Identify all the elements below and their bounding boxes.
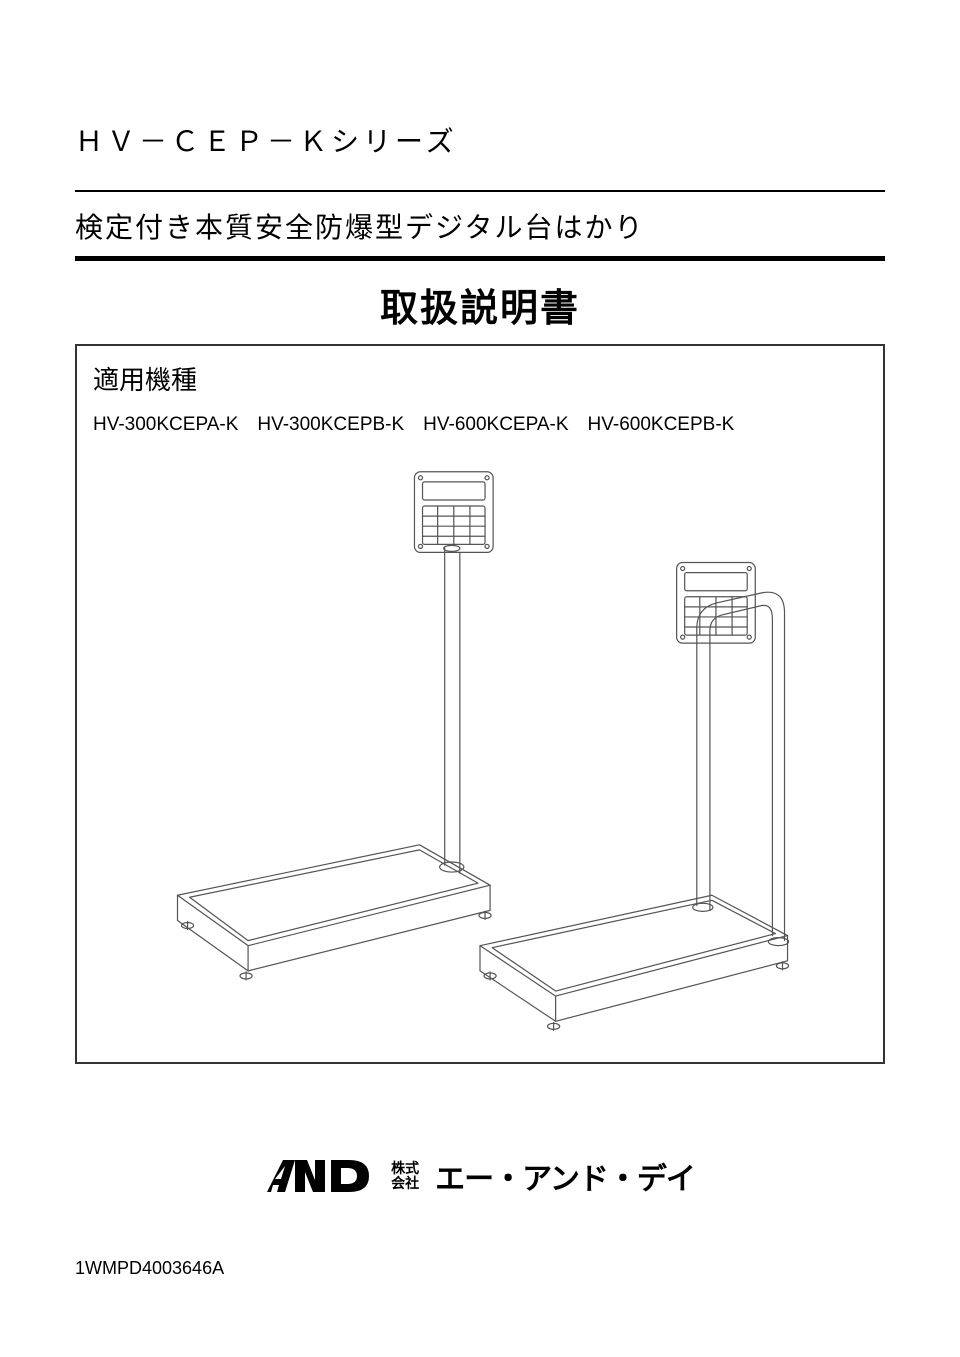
- series-title: ＨＶ－ＣＥＰ－Ｋシリーズ: [75, 120, 885, 160]
- main-title: 取扱説明書: [75, 277, 885, 332]
- models-heading: 適用機種: [93, 360, 867, 397]
- logo-katakana: エー・アンド・デイ: [435, 1154, 695, 1198]
- logo-kabushiki-bottom: 会社: [391, 1176, 419, 1191]
- divider-thin: [75, 190, 885, 192]
- logo-kabushiki-top: 株式: [391, 1161, 419, 1176]
- company-logo: 株式 会社 エー・アンド・デイ: [75, 1154, 885, 1198]
- document-code: 1WMPD4003646A: [75, 1258, 885, 1279]
- logo-and-mark: [265, 1154, 375, 1198]
- divider-thick: [75, 256, 885, 261]
- scales-illustration: [117, 446, 843, 1042]
- logo-kabushiki: 株式 会社: [391, 1161, 419, 1192]
- subtitle: 検定付き本質安全防爆型デジタル台はかり: [75, 206, 885, 246]
- models-box: 適用機種 HV-300KCEPA-K HV-300KCEPB-K HV-600K…: [75, 344, 885, 1064]
- models-list: HV-300KCEPA-K HV-300KCEPB-K HV-600KCEPA-…: [93, 409, 867, 436]
